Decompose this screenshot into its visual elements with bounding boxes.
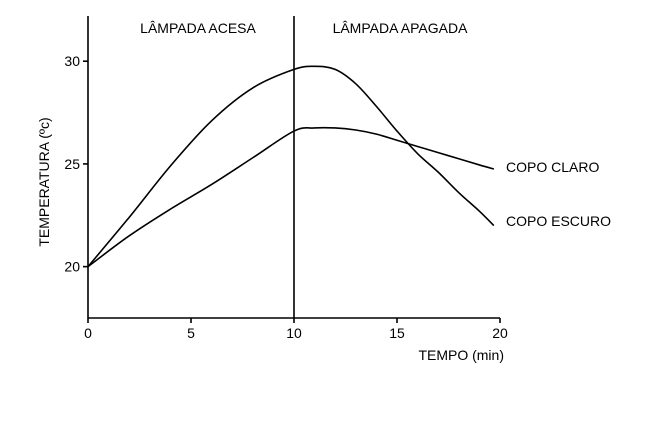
x-tick-label: 10	[286, 325, 302, 341]
series-group	[87, 65, 495, 268]
y-tick-group: 20 25 30	[64, 53, 88, 275]
series-label-copo-claro: COPO CLARO	[506, 159, 599, 175]
x-axis-title: TEMPO (min)	[418, 347, 504, 363]
series-line-copo-claro	[87, 126, 495, 268]
y-tick-label: 30	[64, 53, 80, 69]
y-tick-label: 20	[64, 259, 80, 275]
y-tick-label: 25	[64, 156, 80, 172]
x-tick-label: 15	[389, 325, 405, 341]
region-label-lamp-off: LÂMPADA APAGADA	[333, 20, 469, 36]
x-tick-label: 5	[187, 325, 195, 341]
series-label-copo-escuro: COPO ESCURO	[506, 213, 611, 229]
region-label-lamp-on: LÂMPADA ACESA	[140, 20, 256, 36]
x-tick-group: 0 5 10 15 20	[84, 318, 508, 341]
series-line-copo-escuro	[87, 65, 495, 268]
y-axis-title: TEMPERATURA (ºc)	[36, 117, 52, 246]
x-tick-label: 20	[492, 325, 508, 341]
x-tick-label: 0	[84, 325, 92, 341]
